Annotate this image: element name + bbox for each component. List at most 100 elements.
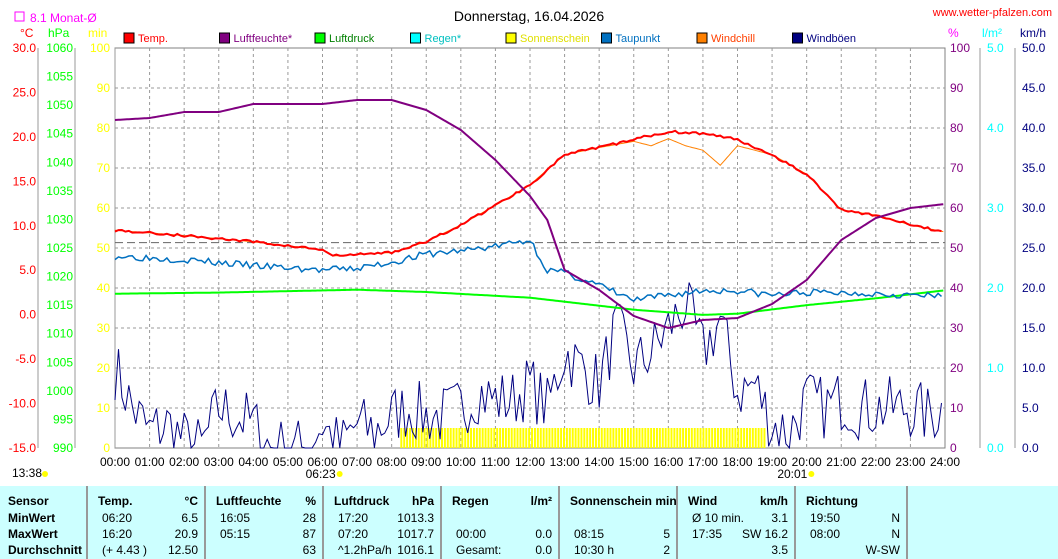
sun-tick: 60 [97, 201, 111, 215]
sunshine-bar [716, 428, 719, 448]
table-value: 6.5 [181, 511, 198, 525]
sunshine-bar [565, 428, 568, 448]
sun-tick: 70 [97, 161, 111, 175]
temp-tick: -15.0 [9, 441, 37, 455]
humidity-tick: 80 [950, 121, 964, 135]
sunshine-bar [574, 428, 577, 448]
table-value: W-SW [865, 543, 900, 557]
table-header: Temp. [98, 494, 133, 508]
table-cell: 06:20 [102, 511, 133, 525]
sunshine-bar [478, 428, 481, 448]
temp-line [114, 129, 942, 257]
wind-tick: 45.0 [1022, 81, 1046, 95]
sunshine-bar [487, 428, 490, 448]
pressure-tick: 1020 [46, 270, 73, 284]
sunshine-bar [644, 428, 647, 448]
wind-tick: 15.0 [1022, 321, 1046, 335]
sunshine-bar [737, 428, 740, 448]
pressure-tick: 1045 [46, 127, 73, 141]
table-value: 1016.1 [397, 543, 434, 557]
sunshine-bar [568, 428, 571, 448]
sunshine-bar [687, 428, 690, 448]
legend-swatch [314, 32, 326, 44]
legend-swatch [792, 32, 803, 44]
sunshine-bar [583, 428, 586, 448]
sunshine-bar [557, 428, 560, 448]
table-col: Sonnenschein min 08:15 5 10:30 h 2 [560, 486, 678, 559]
sunshine-bar [528, 428, 531, 448]
table-cell: 08:15 [574, 527, 605, 541]
wind-tick: 5.0 [1022, 401, 1039, 415]
sunshine-bar [475, 428, 478, 448]
table-cell: 16:20 [102, 527, 133, 541]
x-tick: 21:00 [826, 455, 856, 469]
humidity-tick: 90 [950, 81, 964, 95]
legend-swatch [123, 32, 135, 44]
sunshine-bar [592, 428, 595, 448]
pressure-tick: 1010 [46, 327, 73, 341]
sunshine-bar [472, 428, 475, 448]
sunshine-bar [751, 428, 754, 448]
sunshine-bar [429, 428, 432, 448]
table-header: Luftfeuchte [216, 494, 282, 508]
legend-swatch [505, 32, 517, 44]
table-value: 87 [302, 527, 316, 541]
pressure-tick: 1055 [46, 70, 73, 84]
wind-tick: 10.0 [1022, 361, 1046, 375]
temp-tick: 25.0 [13, 85, 37, 99]
temp-unit: °C [20, 26, 34, 40]
sunshine-bar [417, 428, 420, 448]
rain-tick: 0.0 [987, 441, 1004, 455]
sunshine-bar [504, 428, 507, 448]
sunshine-bar [612, 428, 615, 448]
sunshine-bar [685, 428, 688, 448]
table-header: Regen [452, 494, 489, 508]
x-tick: 18:00 [722, 455, 752, 469]
monthly-avg-icon [14, 11, 25, 22]
sunshine-bar [638, 428, 641, 448]
wind-unit: km/h [1020, 26, 1046, 40]
x-tick: 06:00 [307, 455, 337, 469]
temp-tick: 30.0 [13, 41, 37, 55]
sunshine-bar [510, 428, 513, 448]
legend-swatch [410, 32, 421, 44]
legend-5: Sonnenschein [520, 33, 590, 45]
table-col: Sensor MinWert MaxWert Durchschnitt [0, 486, 88, 559]
temp-tick: 0.0 [19, 308, 36, 322]
table-cell: 16:05 [220, 511, 251, 525]
table-value: 63 [302, 543, 316, 557]
table-value: 0.0 [535, 527, 552, 541]
sun-tick: 90 [97, 81, 111, 95]
temp-tick: 5.0 [19, 263, 36, 277]
humidity-tick: 70 [950, 161, 964, 175]
sunshine-bar [522, 428, 525, 448]
sunshine-bar [731, 428, 734, 448]
table-value: 2 [663, 543, 670, 557]
sunset-time: 20:01 [777, 467, 807, 481]
sunshine-bar [501, 428, 504, 448]
sunshine-bar [449, 428, 452, 448]
wind-tick: 50.0 [1022, 41, 1046, 55]
sunshine-bar [455, 428, 458, 448]
rain-tick: 5.0 [987, 41, 1004, 55]
sunshine-bar [711, 428, 714, 448]
sunshine-bar [653, 428, 656, 448]
sunshine-bar [470, 428, 473, 448]
sun-tick: 30 [97, 321, 111, 335]
sunshine-bar [440, 428, 443, 448]
sunshine-bar [548, 428, 551, 448]
sunshine-bar [432, 428, 435, 448]
sunrise-icon [336, 471, 343, 477]
sunshine-bar [673, 428, 676, 448]
sunshine-bar [493, 428, 496, 448]
sunshine-bar [757, 428, 760, 448]
sunshine-bar [481, 428, 484, 448]
table-cell: 17:20 [338, 511, 369, 525]
site-link: www.wetter-pfalzen.com [932, 7, 1052, 19]
x-tick: 17:00 [688, 455, 718, 469]
x-tick: 09:00 [411, 455, 441, 469]
x-tick: 19:00 [757, 455, 787, 469]
sunshine-bar [635, 428, 638, 448]
legend-swatch [219, 32, 230, 44]
sunshine-bar [760, 428, 763, 448]
